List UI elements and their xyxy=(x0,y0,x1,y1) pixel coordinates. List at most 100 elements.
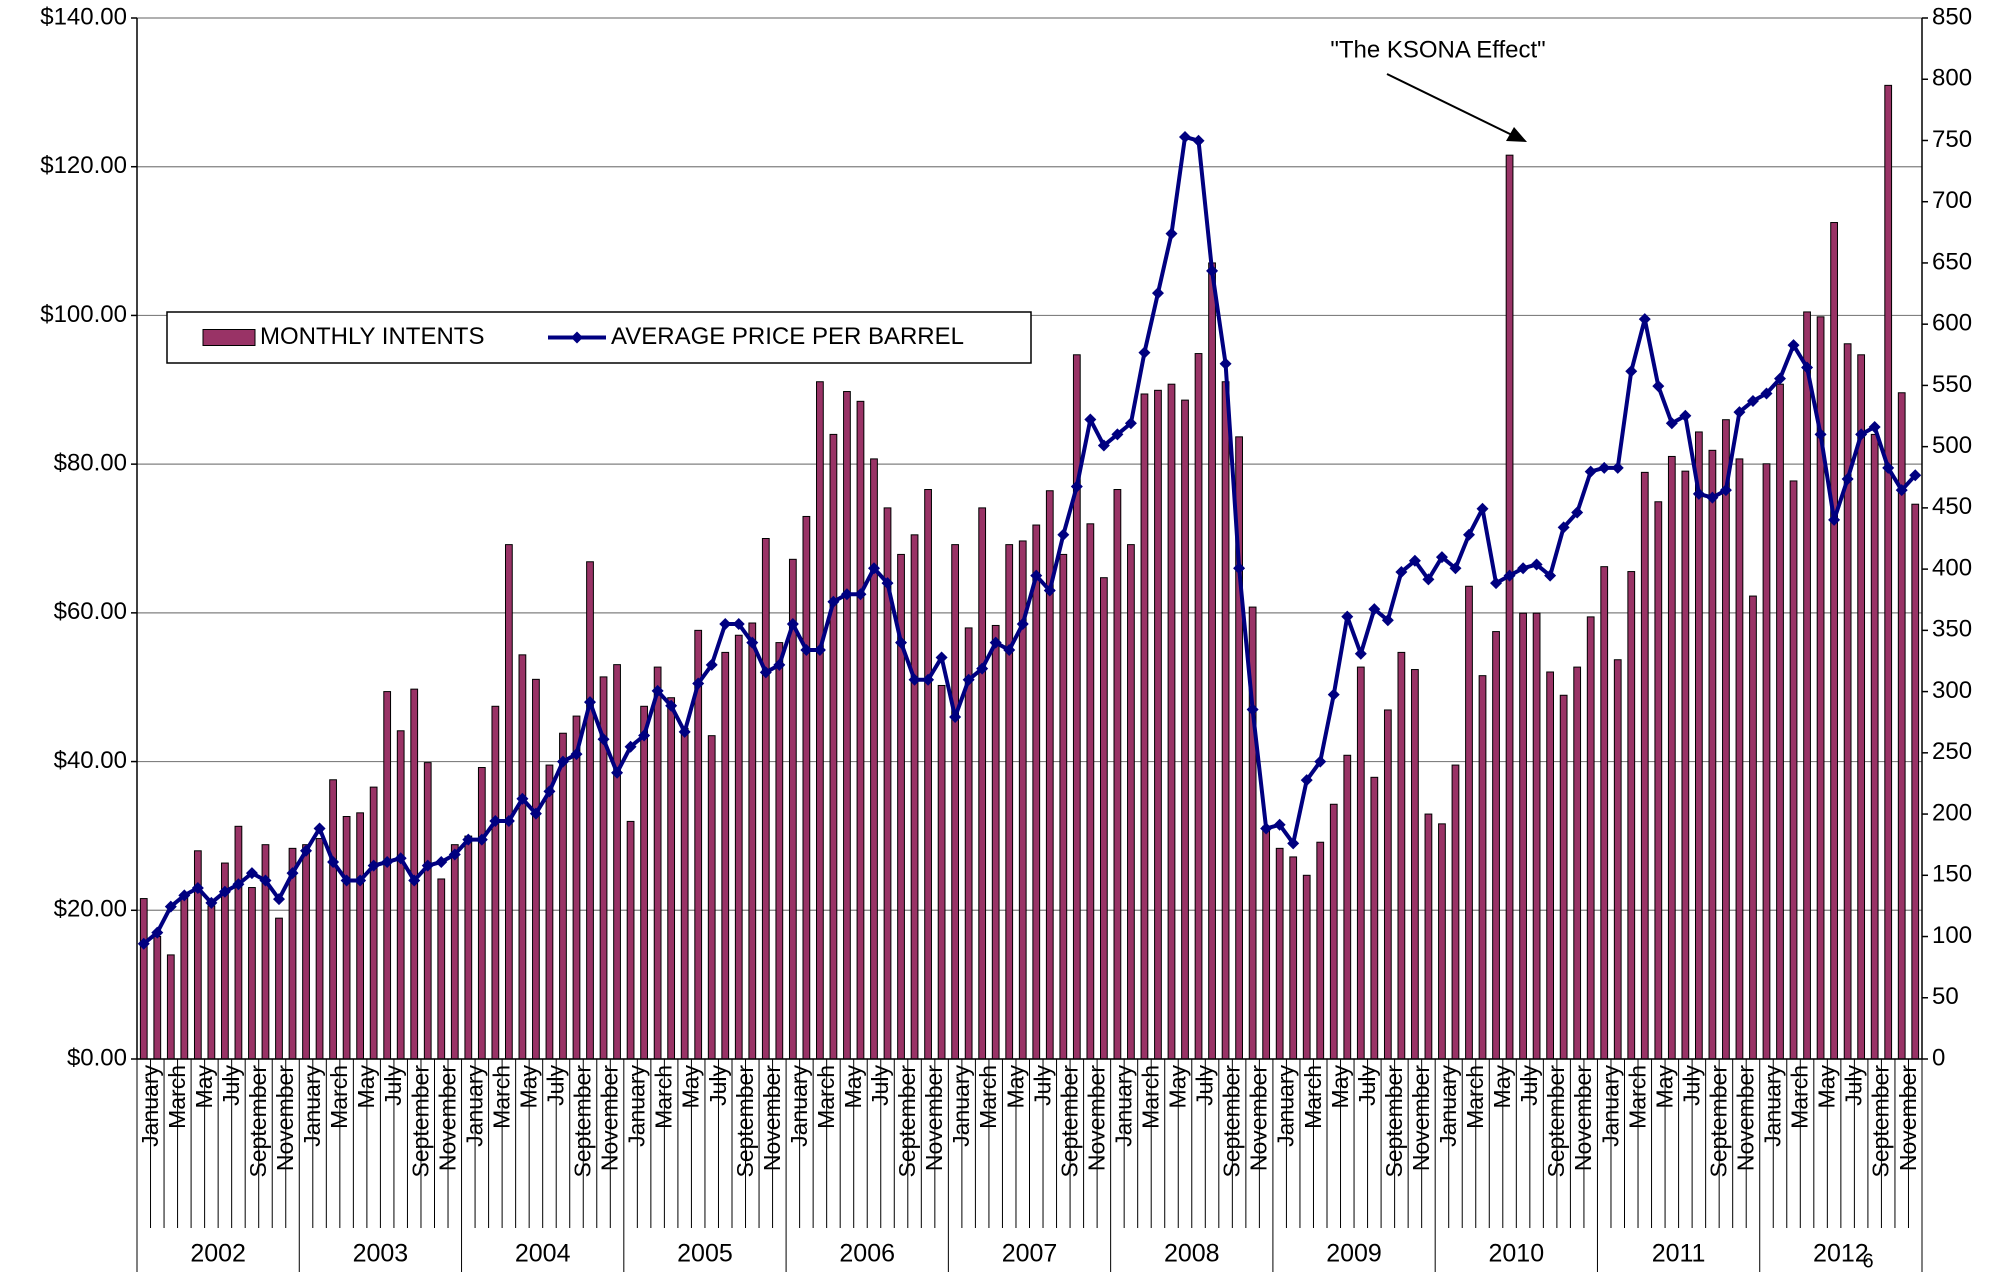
line-marker xyxy=(1679,409,1692,422)
line-marker xyxy=(529,807,542,820)
line-marker xyxy=(651,684,664,697)
y-tick-label: $60.00 xyxy=(54,598,127,625)
line-marker xyxy=(840,588,853,601)
x-tick-label: May xyxy=(840,1065,866,1109)
x-tick-label: September xyxy=(1056,1065,1082,1178)
line-marker xyxy=(502,815,515,828)
line-marker xyxy=(922,673,935,686)
line-marker xyxy=(1381,614,1394,627)
bar xyxy=(1519,612,1527,1060)
bar xyxy=(1559,694,1568,1060)
bar xyxy=(829,433,838,1060)
x-tick-label: July xyxy=(1678,1065,1704,1106)
x-tick-label: May xyxy=(1489,1065,1515,1109)
bar xyxy=(1505,154,1514,1060)
line-marker xyxy=(908,673,921,686)
x-tick-label: November xyxy=(1083,1065,1109,1171)
bars xyxy=(139,84,1920,1060)
x-tick-label: November xyxy=(434,1065,460,1171)
bar xyxy=(802,515,811,1060)
bar xyxy=(302,844,310,1060)
line-marker xyxy=(732,618,745,631)
line-marker xyxy=(259,874,272,887)
x-tick-label: January xyxy=(299,1065,325,1147)
x-tick-label: September xyxy=(1705,1065,1731,1178)
bar xyxy=(329,779,337,1060)
bar xyxy=(1722,419,1730,1060)
x-tick-label: July xyxy=(543,1065,569,1106)
line-marker xyxy=(1408,554,1421,567)
x-tick-label: November xyxy=(272,1065,298,1171)
line-marker xyxy=(300,844,313,857)
bar xyxy=(1208,262,1216,1060)
line-marker xyxy=(678,725,691,738)
line-marker xyxy=(1909,469,1922,482)
y-tick-label: $120.00 xyxy=(40,152,127,179)
x-tick-label: January xyxy=(1760,1065,1786,1147)
x-tick-label: January xyxy=(786,1065,812,1147)
line-marker xyxy=(1530,558,1543,571)
x-tick-label: May xyxy=(353,1065,379,1109)
x-tick-label: March xyxy=(975,1065,1001,1129)
bar xyxy=(1194,353,1203,1060)
line-marker xyxy=(1692,487,1705,500)
y2-tick-label: 250 xyxy=(1932,738,1972,765)
bar xyxy=(559,732,567,1060)
bar xyxy=(342,816,351,1060)
line-marker xyxy=(827,595,840,608)
x-tick-label: January xyxy=(1273,1065,1299,1147)
line-marker xyxy=(881,577,894,590)
line-marker xyxy=(205,896,218,909)
y2-tick-label: 150 xyxy=(1932,861,1972,888)
line-marker xyxy=(1774,372,1787,385)
x-tick-label: July xyxy=(1192,1065,1218,1106)
line-marker xyxy=(543,785,556,798)
line-marker xyxy=(516,792,529,805)
line-marker xyxy=(1327,688,1340,701)
y2-tick-label: 300 xyxy=(1932,677,1972,704)
bar xyxy=(1843,343,1852,1060)
y2-tick-label: 350 xyxy=(1932,616,1972,643)
line-marker xyxy=(164,900,177,913)
bar xyxy=(1397,651,1406,1060)
line-marker xyxy=(1706,491,1719,504)
x-tick-label: May xyxy=(678,1065,704,1109)
line-marker xyxy=(1517,562,1530,575)
bar xyxy=(856,400,865,1060)
line-marker xyxy=(1503,569,1516,582)
line-marker xyxy=(1652,380,1665,393)
bar xyxy=(1221,381,1230,1060)
y-tick-label: $80.00 xyxy=(54,449,127,476)
line-marker xyxy=(1030,569,1043,582)
line-marker xyxy=(1638,313,1651,326)
line-marker xyxy=(800,644,813,657)
bar xyxy=(1154,389,1162,1060)
bar xyxy=(1059,553,1068,1060)
bar xyxy=(180,893,189,1060)
year-label: 2007 xyxy=(1002,1240,1058,1268)
bar xyxy=(275,917,283,1060)
bar xyxy=(166,954,175,1060)
line-marker xyxy=(489,815,502,828)
line-marker xyxy=(313,822,326,835)
bar xyxy=(1316,841,1325,1060)
line-marker xyxy=(1057,528,1070,541)
line-marker xyxy=(1611,461,1624,474)
line-marker xyxy=(286,867,299,880)
line-marker xyxy=(1084,413,1097,426)
year-label: 2005 xyxy=(677,1240,733,1268)
bar xyxy=(532,678,540,1060)
line-marker xyxy=(1801,361,1814,374)
bar xyxy=(1465,585,1473,1060)
x-tick-label: March xyxy=(813,1065,839,1129)
line-marker xyxy=(1003,644,1016,657)
bar xyxy=(1167,383,1176,1060)
y-tick-label: $40.00 xyxy=(54,747,127,774)
bar xyxy=(1492,631,1500,1060)
bar xyxy=(477,767,486,1060)
x-tick-label: May xyxy=(1814,1065,1840,1109)
bar xyxy=(1749,595,1757,1060)
x-tick-label: July xyxy=(380,1065,406,1106)
bar xyxy=(1086,523,1095,1060)
